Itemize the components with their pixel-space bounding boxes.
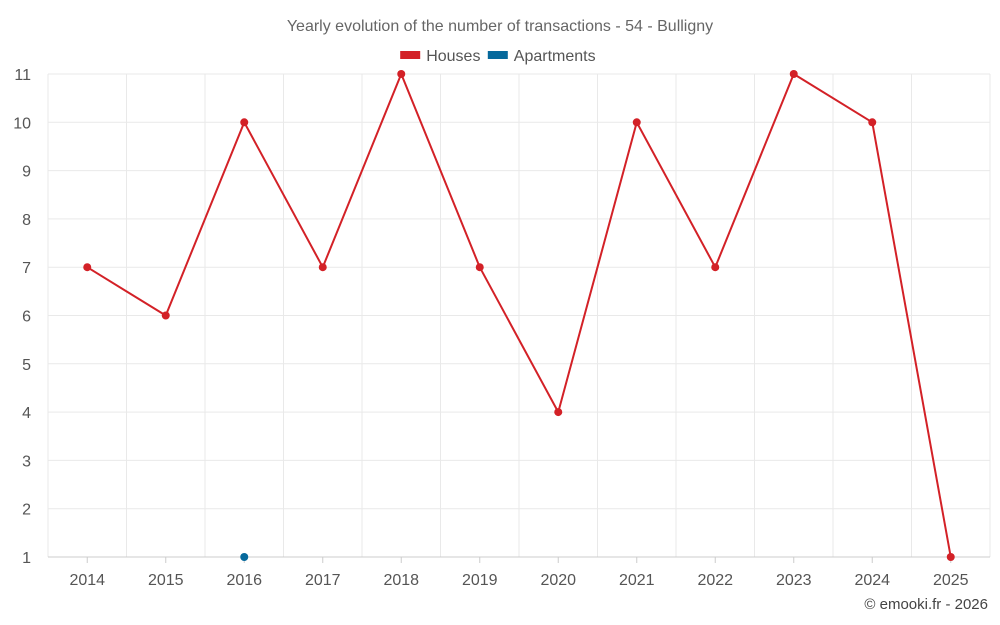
x-tick-label: 2019 [462, 572, 498, 589]
data-point-houses[interactable] [711, 263, 720, 272]
x-tick-label: 2025 [933, 572, 969, 589]
chart-title: Yearly evolution of the number of transa… [287, 18, 713, 35]
legend-label-houses: Houses [426, 48, 480, 65]
data-point-houses[interactable] [868, 118, 877, 127]
data-point-houses[interactable] [475, 263, 484, 272]
x-tick-label: 2018 [383, 572, 419, 589]
data-point-apartments[interactable] [240, 553, 249, 561]
y-tick-label: 10 [13, 115, 31, 132]
data-point-houses[interactable] [946, 553, 955, 561]
credit-text: © emooki.fr - 2026 [864, 596, 988, 613]
y-tick-label: 8 [22, 212, 31, 229]
series-layer [83, 70, 955, 561]
x-gridlines [47, 74, 991, 557]
x-tick-label: 2024 [854, 572, 890, 589]
legend-label-apartments: Apartments [514, 48, 596, 65]
legend-item-houses[interactable]: Houses [400, 48, 480, 65]
legend-item-apartments[interactable]: Apartments [487, 48, 596, 65]
x-tick-label: 2022 [697, 572, 733, 589]
data-point-houses[interactable] [554, 408, 563, 417]
x-tick-label: 2020 [540, 572, 576, 589]
data-point-houses[interactable] [632, 118, 641, 127]
x-axis-ticks: 2014 2015 2016 2017 2018 2019 2020 2021 2022 2023… [69, 557, 969, 589]
y-tick-label: 2 [22, 502, 31, 519]
x-tick-label: 2016 [226, 572, 262, 589]
x-tick-label: 2023 [776, 572, 812, 589]
y-tick-label: 11 [14, 67, 31, 84]
legend-swatch-houses [400, 51, 421, 59]
y-tick-label: 3 [22, 453, 31, 470]
x-tick-label: 2021 [619, 572, 655, 589]
x-tick-label: 2014 [69, 572, 105, 589]
y-tick-label: 6 [22, 309, 31, 326]
y-tick-label: 4 [22, 405, 31, 422]
legend: Houses Apartments [400, 48, 596, 65]
data-point-houses[interactable] [161, 311, 170, 320]
y-axis-ticks: 1 2 3 4 5 6 7 8 9 10 11 [13, 67, 31, 567]
data-point-houses[interactable] [397, 70, 406, 78]
data-point-houses[interactable] [83, 263, 92, 272]
y-tick-label: 5 [22, 357, 31, 374]
data-point-houses[interactable] [789, 70, 798, 78]
y-tick-label: 9 [22, 164, 31, 181]
series-line-houses [86, 73, 952, 558]
y-tick-label: 7 [22, 260, 31, 277]
x-tick-label: 2017 [305, 572, 341, 589]
y-tick-label: 1 [22, 550, 31, 567]
data-point-houses[interactable] [318, 263, 327, 272]
x-tick-label: 2015 [148, 572, 184, 589]
legend-swatch-apartments [487, 51, 508, 59]
data-point-houses[interactable] [240, 118, 249, 127]
